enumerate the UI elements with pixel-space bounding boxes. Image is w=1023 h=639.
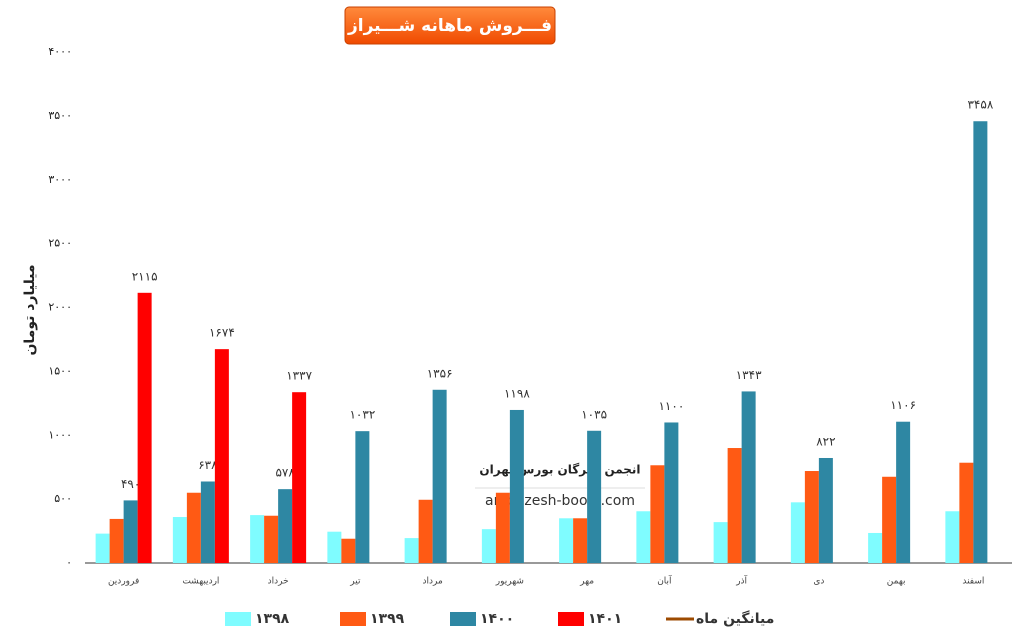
bar	[818, 457, 833, 563]
value-label: ۸۲۲	[816, 434, 835, 448]
x-tick-label: آذر	[735, 575, 747, 587]
bar	[432, 389, 447, 563]
bar	[172, 517, 187, 563]
bar	[945, 511, 960, 563]
watermark: انجمن خبرگان بورس تهران	[479, 463, 640, 478]
y-tick-label: ۳۵۰۰	[48, 109, 72, 122]
bar	[264, 515, 279, 563]
bar	[664, 422, 679, 563]
value-label: ۳۴۵۸	[967, 98, 993, 112]
value-label: ۱۱۹۸	[504, 386, 530, 400]
title-box	[344, 6, 556, 45]
value-label: ۱۶۷۴	[209, 326, 235, 340]
x-tick-label: فروردین	[108, 577, 139, 587]
bar	[636, 511, 651, 563]
bar	[95, 533, 110, 563]
value-label: ۱۰۳۲	[349, 408, 375, 422]
legend-label: ۱۳۹۸	[255, 611, 290, 627]
bar	[186, 492, 201, 563]
legend-swatch	[225, 612, 251, 626]
bar	[214, 349, 229, 563]
bar	[727, 448, 742, 563]
chart-title: فـــروش ماهانه شـــیراز	[347, 16, 552, 36]
bar	[481, 529, 496, 563]
y-tick-label: ۱۵۰۰	[48, 364, 72, 377]
bar	[559, 518, 574, 563]
bar	[355, 431, 370, 563]
y-axis-label: میلیارد تومان	[22, 264, 38, 355]
bar	[650, 465, 665, 563]
y-tick-label: ۵۰۰	[54, 492, 72, 505]
bar	[200, 481, 215, 563]
y-tick-label: ۰	[66, 556, 72, 569]
legend-swatch	[450, 612, 476, 626]
x-tick-label: خرداد	[268, 577, 289, 587]
y-tick-label: ۲۰۰۰	[48, 301, 72, 314]
legend-label: ۱۴۰۱	[588, 611, 622, 627]
bar	[404, 538, 419, 563]
bar	[327, 531, 342, 563]
x-tick-label: تیر	[349, 577, 361, 587]
y-tick-label: ۴۰۰۰	[48, 45, 72, 58]
legend-swatch	[340, 612, 366, 626]
legend-label: میانگین ماه	[696, 610, 774, 627]
bar	[804, 471, 819, 563]
y-tick-label: ۱۰۰۰	[48, 428, 72, 441]
y-tick-label: ۳۰۰۰	[48, 173, 72, 186]
x-tick-label: مرداد	[422, 577, 442, 587]
bar	[509, 409, 524, 563]
value-label: ۴۹۰	[121, 477, 140, 491]
x-tick-label: اسفند	[962, 577, 984, 587]
value-label: ۱۳۳۷	[286, 369, 312, 383]
x-tick-label: بهمن	[887, 577, 906, 587]
value-label: ۵۷۸	[275, 466, 295, 480]
bar	[418, 499, 433, 563]
x-tick-label: شهریور	[495, 577, 524, 587]
bar	[292, 392, 307, 563]
bar	[868, 532, 883, 563]
bar	[341, 538, 356, 563]
value-label: ۶۳۸	[198, 458, 218, 472]
bar	[109, 518, 124, 563]
x-tick-label: اردیبهشت	[182, 577, 219, 587]
bar	[250, 515, 265, 563]
bar	[882, 476, 897, 563]
value-label: ۱۳۴۳	[736, 368, 762, 382]
legend-swatch	[558, 612, 584, 626]
bar	[973, 121, 988, 563]
legend-label: ۱۳۹۹	[370, 611, 405, 627]
bar	[123, 500, 138, 563]
bar	[495, 492, 510, 563]
y-tick-label: ۲۵۰۰	[48, 237, 72, 250]
value-label: ۱۳۵۶	[427, 366, 453, 380]
x-tick-label: آبان	[657, 575, 672, 587]
bar	[278, 489, 293, 563]
bar	[573, 518, 588, 563]
bar	[790, 502, 805, 563]
bar	[137, 292, 152, 563]
bar	[587, 430, 602, 563]
value-label: ۱۰۳۵	[581, 407, 607, 421]
x-tick-label: مهر	[579, 577, 594, 587]
legend-label: ۱۴۰۰	[480, 611, 514, 627]
bar	[741, 391, 756, 563]
bar	[713, 522, 728, 563]
value-label: ۱۱۰۶	[890, 398, 916, 412]
value-label: ۲۱۱۵	[132, 269, 158, 283]
x-tick-label: دی	[813, 577, 824, 587]
bar	[896, 421, 911, 563]
value-label: ۱۱۰۰	[658, 399, 684, 413]
bar	[959, 462, 974, 563]
